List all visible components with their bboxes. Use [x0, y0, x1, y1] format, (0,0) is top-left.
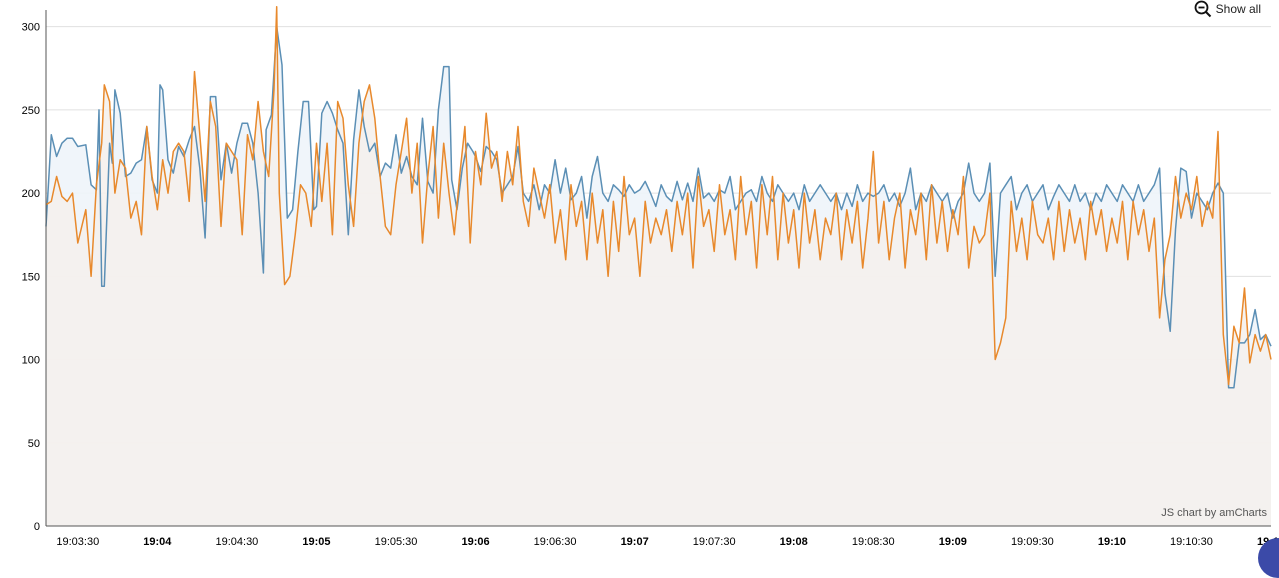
zoom-out-icon	[1194, 0, 1211, 18]
x-tick-label: 19:09:30	[1011, 536, 1054, 548]
x-tick-label: 19:10	[1098, 536, 1126, 548]
show-all-label: Show all	[1215, 2, 1261, 16]
y-tick-label: 300	[22, 22, 40, 34]
series-area-1	[46, 6, 1271, 526]
y-axis: 0 50 100 150 200 250 300	[22, 10, 47, 533]
x-tick-label: 19:08	[780, 536, 808, 548]
x-tick-label: 19:08:30	[852, 536, 895, 548]
x-tick-label: 19:10:30	[1170, 536, 1213, 548]
show-all-button[interactable]: Show all	[1194, 0, 1261, 18]
y-tick-label: 0	[34, 521, 40, 533]
x-tick-label: 19:07:30	[693, 536, 736, 548]
line-chart: 0 50 100 150 200 250 300 19:03:30 19:04 19:04:30…	[22, 5, 1279, 548]
x-axis: 19:03:30 19:04 19:04:30 19:05 19:05:30 19:06 1…	[46, 525, 1279, 548]
y-tick-label: 100	[22, 355, 40, 367]
series-lines	[45, 5, 1272, 389]
x-tick-label: 19:07	[621, 536, 649, 548]
y-tick-label: 150	[22, 271, 40, 283]
series-line-0[interactable]	[45, 25, 1272, 389]
x-tick-label: 19:05:30	[375, 536, 418, 548]
x-tick-label: 19:06:30	[534, 536, 577, 548]
x-tick-label: 19:06	[461, 536, 489, 548]
y-tick-label: 250	[22, 105, 40, 117]
x-tick-label: 19:04:30	[215, 536, 258, 548]
y-tick-label: 200	[22, 188, 40, 200]
series-fills	[46, 6, 1271, 526]
x-tick-label: 19:09	[939, 536, 967, 548]
x-tick-label: 19:04	[143, 536, 172, 548]
series-line-1[interactable]	[45, 5, 1272, 386]
x-tick-label: 19:03:30	[56, 536, 99, 548]
y-tick-label: 50	[28, 438, 40, 450]
x-tick-label: 19:05	[302, 536, 330, 548]
chart-credit[interactable]: JS chart by amCharts	[1161, 507, 1267, 519]
